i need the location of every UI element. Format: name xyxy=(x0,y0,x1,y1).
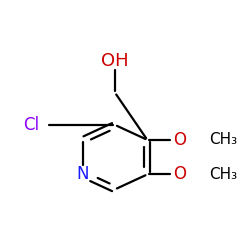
Text: N: N xyxy=(77,166,89,184)
Text: CH₃: CH₃ xyxy=(209,167,237,182)
Text: OH: OH xyxy=(101,52,129,70)
Text: Cl: Cl xyxy=(24,116,40,134)
Text: O: O xyxy=(173,131,186,149)
Text: O: O xyxy=(173,166,186,184)
Text: CH₃: CH₃ xyxy=(209,132,237,147)
